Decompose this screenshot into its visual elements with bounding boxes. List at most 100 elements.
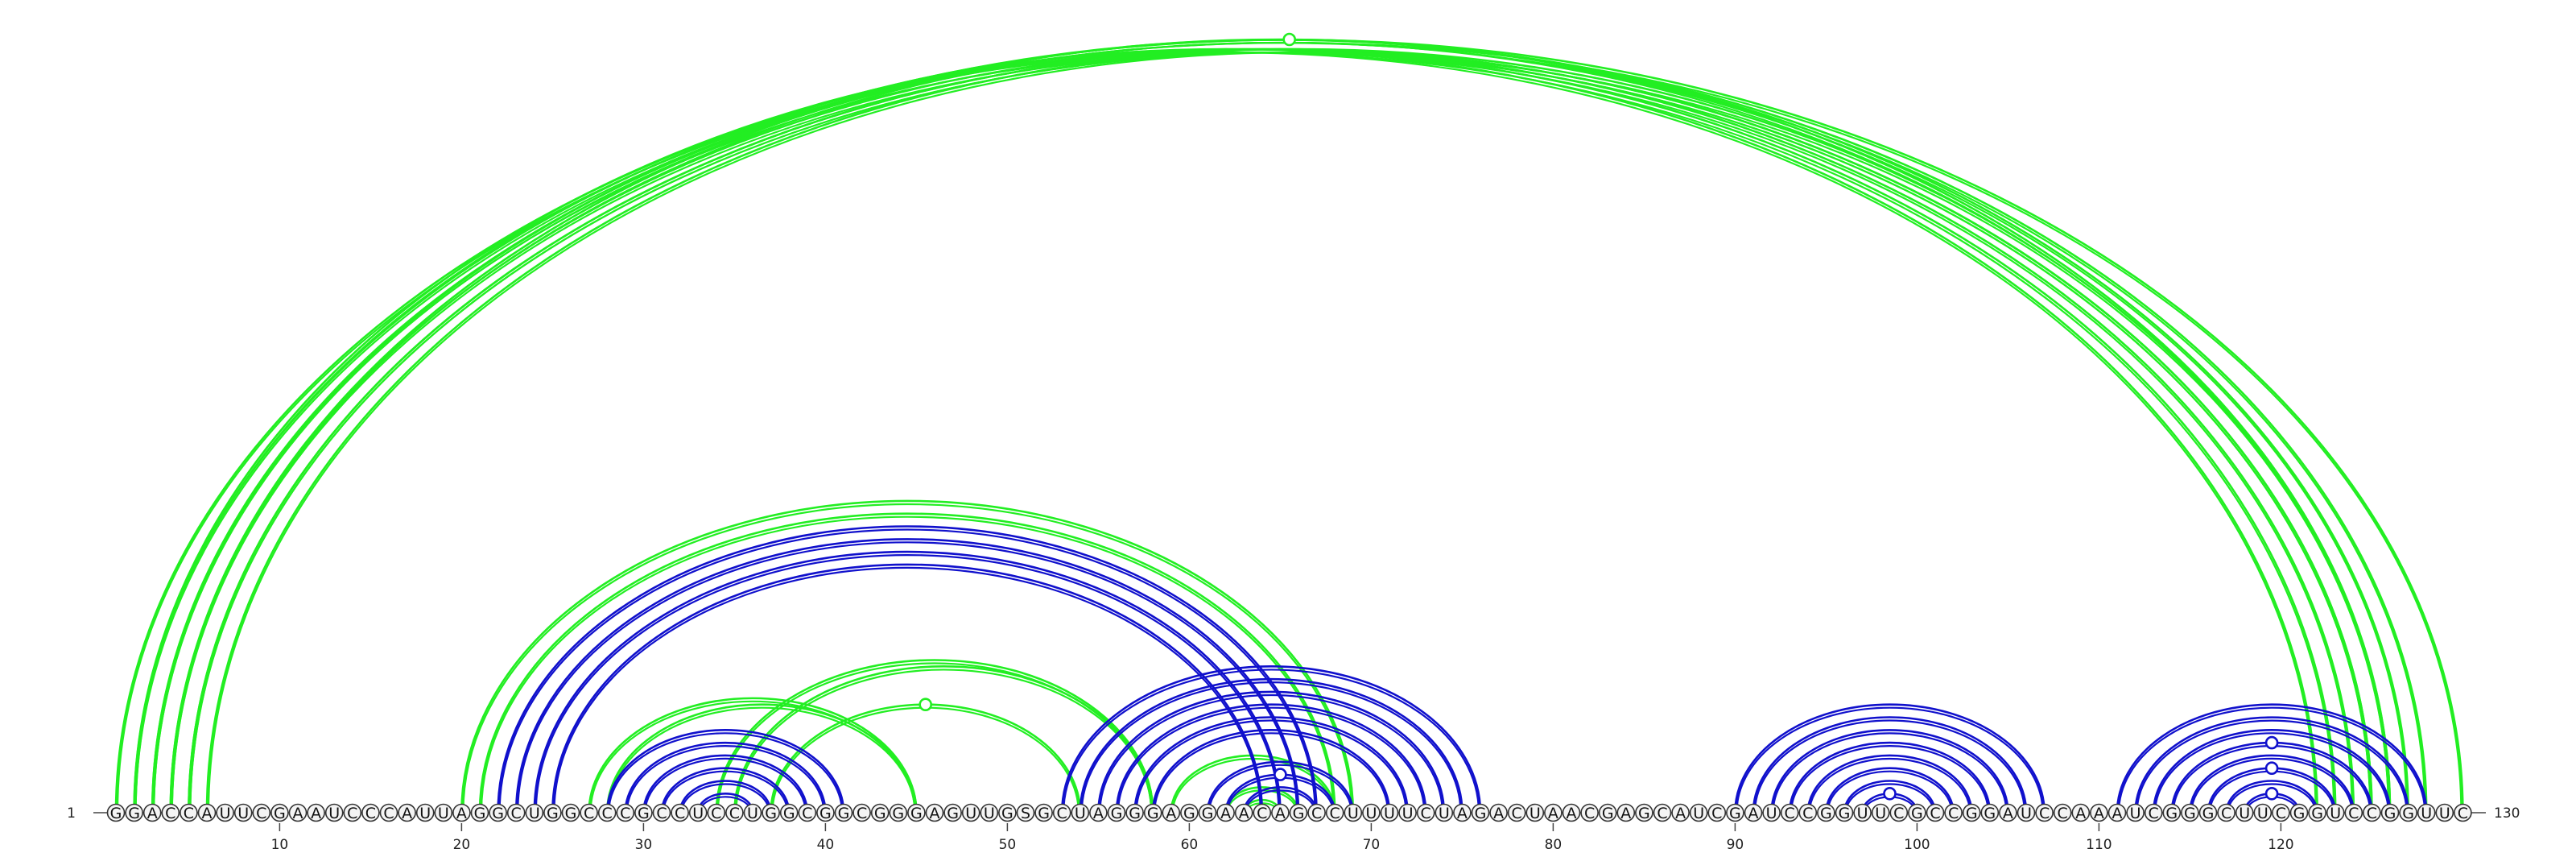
nucleotide-letter: U xyxy=(1766,805,1777,822)
nucleotide-88: U xyxy=(1689,803,1708,822)
nucleotide-circle xyxy=(1289,803,1308,822)
nucleotide-letter: A xyxy=(402,805,412,822)
nucleotide-letter: A xyxy=(1567,805,1577,822)
nucleotide-73: C xyxy=(1416,803,1435,822)
nucleotide-103: G xyxy=(1962,803,1981,822)
blue-arc-inner-96-101 xyxy=(1844,783,1935,814)
tick-label-70: 70 xyxy=(1363,837,1381,853)
nucleotide-circle xyxy=(307,803,325,822)
nucleotide-95: G xyxy=(1817,803,1835,822)
nucleotide-letter: U xyxy=(1384,805,1395,822)
nucleotide-71: U xyxy=(1380,803,1399,822)
nucleotide-letter: A xyxy=(1166,805,1176,822)
blue-arc-115-124 xyxy=(2189,754,2355,814)
nucleotide-letter: G xyxy=(1839,805,1851,822)
nucleotide-letter: U xyxy=(1075,805,1086,822)
nucleotide-letter: A xyxy=(311,805,321,822)
blue-arc-inner-22-67 xyxy=(498,528,1316,814)
nucleotide-circle xyxy=(2126,803,2145,822)
nucleotide-circle xyxy=(1471,803,1490,822)
nucleotide-13: U xyxy=(324,803,344,822)
nucleotide-letter: G xyxy=(2184,805,2196,822)
nucleotide-circle xyxy=(1143,803,1162,822)
nucleotide-circle xyxy=(233,803,253,822)
nucleotide-circle xyxy=(415,803,435,822)
nucleotide-circle xyxy=(1344,803,1363,822)
nucleotide-letter: G xyxy=(474,805,486,822)
blue-arc-24-65 xyxy=(533,550,1282,814)
nucleotide-82: C xyxy=(1580,803,1599,822)
nucleotide-118: U xyxy=(2235,803,2254,822)
nucleotide-111: A xyxy=(2107,803,2127,822)
nucleotide-120: C xyxy=(2272,803,2290,822)
blue-arc-inner-90-107 xyxy=(1736,706,2044,814)
nucleotide-110: A xyxy=(2090,803,2108,822)
nucleotide-circle xyxy=(762,803,780,822)
green-arc-marker-2 xyxy=(919,698,932,712)
nucleotide-43: G xyxy=(870,803,890,822)
nucleotide-12: A xyxy=(307,803,325,822)
nucleotide-45: G xyxy=(907,803,926,822)
nucleotide-83: G xyxy=(1598,803,1617,822)
blue-arc-91-106 xyxy=(1752,716,2028,814)
nucleotide-letter: A xyxy=(1675,805,1686,822)
nucleotide-27: C xyxy=(580,803,598,822)
nucleotide-circle xyxy=(1689,803,1708,822)
nucleotide-circle xyxy=(1999,803,2017,822)
nucleotide-86: C xyxy=(1653,803,1672,822)
green-arc-inner-28-45 xyxy=(608,706,916,814)
nucleotide-circle xyxy=(707,803,726,822)
nucleotide-circle xyxy=(1034,803,1053,822)
nucleotide-letter: G xyxy=(2311,805,2323,822)
nucleotide-letter: U xyxy=(2439,805,2450,822)
nucleotide-circle xyxy=(634,803,653,822)
nucleotide-letter: G xyxy=(910,805,923,822)
nucleotide-circle xyxy=(1507,803,1526,822)
nucleotide-circle xyxy=(1307,803,1326,822)
nucleotide-circle xyxy=(2344,803,2363,822)
nucleotide-circle xyxy=(1562,803,1581,822)
nucleotide-4: C xyxy=(161,803,180,822)
nucleotide-letter: C xyxy=(857,805,867,822)
nucleotide-circle xyxy=(1962,803,1981,822)
nucleotide-letter: C xyxy=(1512,805,1522,822)
nucleotide-99: C xyxy=(1889,803,1909,822)
nucleotide-circle xyxy=(1671,803,1690,822)
nucleotide-124: C xyxy=(2344,803,2363,822)
nucleotide-circle xyxy=(1926,803,1945,822)
blue-arc-inner-24-65 xyxy=(535,554,1280,814)
green-arc-37-54 xyxy=(770,703,1082,814)
nucleotide-letter: C xyxy=(2458,805,2468,822)
nucleotide-circle xyxy=(1908,803,1926,822)
green-arc-marker-1 xyxy=(1282,32,1296,47)
blue-arc-inner-29-40 xyxy=(625,745,825,814)
ticks-layer: 10 20 30 40 50 60 70 80 90 100 110 120 xyxy=(271,823,2294,853)
tick-label-60: 60 xyxy=(1181,837,1199,853)
nucleotide-85: G xyxy=(1635,803,1653,822)
nucleotide-circle xyxy=(2181,803,2199,822)
nucleotide-circle xyxy=(998,803,1017,822)
nucleotide-16: C xyxy=(379,803,398,822)
nucleotide-letter: C xyxy=(711,805,721,822)
nucleotide-circle xyxy=(2162,803,2182,822)
nucleotide-circle xyxy=(2053,803,2072,822)
nucleotide-circle xyxy=(543,803,562,822)
nucleotide-letter: C xyxy=(1330,805,1340,822)
nucleotide-circle xyxy=(1362,803,1381,822)
nucleotide-113: C xyxy=(2144,803,2163,822)
nucleotide-90: G xyxy=(1726,803,1744,822)
nucleotide-letter: U xyxy=(419,805,431,822)
nucleotide-circle xyxy=(470,803,489,822)
nucleotide-circle xyxy=(2090,803,2108,822)
nucleotide-circle xyxy=(1544,803,1563,822)
blue-arc-marker-5 xyxy=(2264,735,2279,750)
nucleotide-circle xyxy=(379,803,398,822)
nucleotide-letter: C xyxy=(347,805,357,822)
nucleotide-circle xyxy=(1125,803,1144,822)
blue-arc-28-41 xyxy=(605,729,845,814)
nucleotide-circle xyxy=(943,803,962,822)
blue-arc-inner-61-69 xyxy=(1208,764,1352,814)
tick-label-40: 40 xyxy=(817,837,835,853)
nucleotide-52: G xyxy=(1034,803,1053,822)
